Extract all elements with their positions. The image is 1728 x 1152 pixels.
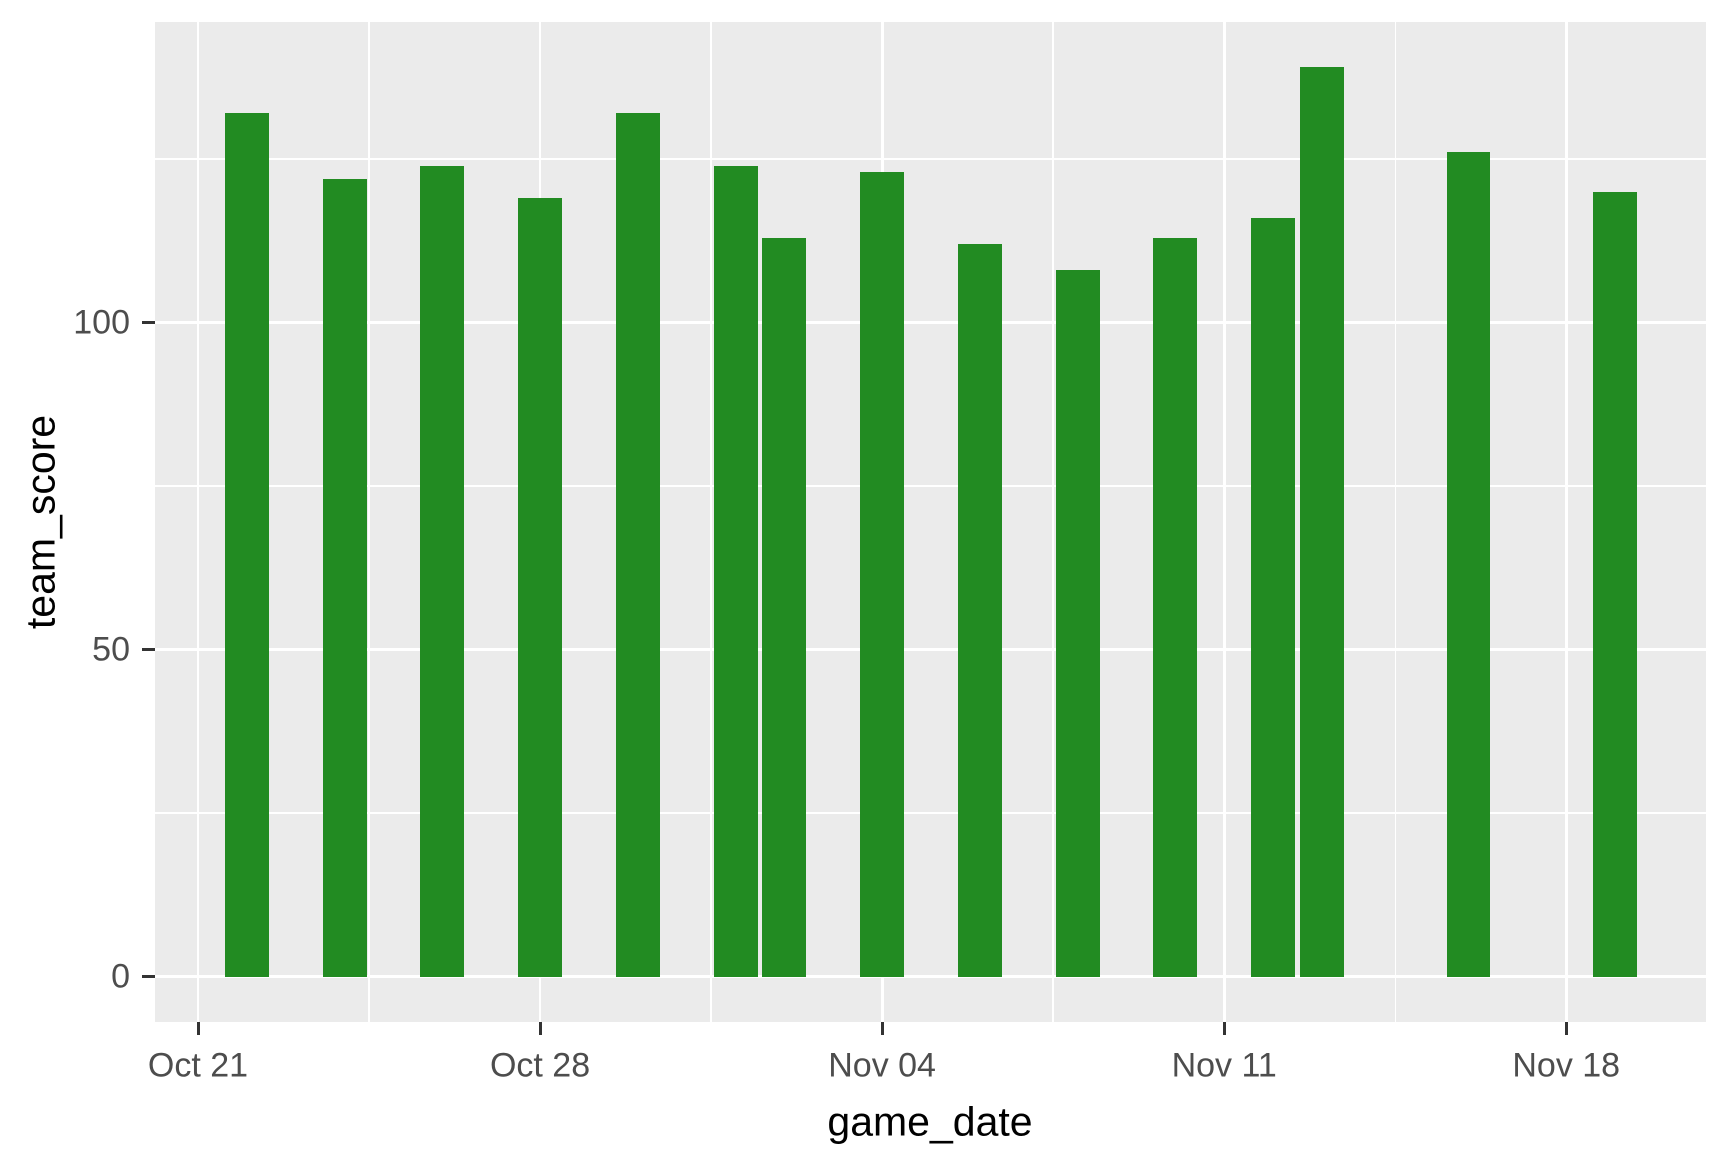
gridline-minor-horizontal (155, 812, 1706, 814)
x-tick-label: Oct 21 (147, 1046, 249, 1085)
gridline-minor-vertical (368, 22, 370, 1022)
bar (1593, 191, 1638, 977)
y-tick-mark (142, 321, 155, 325)
gridline-major-horizontal (155, 648, 1706, 651)
x-tick-label: Nov 11 (1171, 1046, 1277, 1085)
x-tick-label: Nov 18 (1512, 1046, 1621, 1085)
y-tick-mark (142, 975, 155, 979)
gridline-major-vertical (1564, 22, 1568, 1022)
gridline-major-vertical (1222, 22, 1226, 1022)
bar (420, 165, 465, 977)
gridline-minor-vertical (1052, 22, 1054, 1022)
plot-panel (155, 22, 1706, 1022)
bar (518, 198, 563, 977)
x-tick-mark (880, 1022, 884, 1035)
x-tick-mark (196, 1022, 200, 1035)
gridline-major-horizontal (155, 975, 1706, 978)
bar (1299, 67, 1344, 977)
gridline-major-horizontal (155, 321, 1706, 324)
bar (1153, 237, 1198, 977)
y-tick-label: 0 (111, 957, 130, 996)
bar (860, 172, 905, 977)
gridline-minor-horizontal (155, 485, 1706, 487)
x-tick-mark (1222, 1022, 1226, 1035)
y-tick-label: 100 (73, 303, 130, 342)
bar (762, 237, 807, 977)
y-axis-title: team_score (17, 414, 64, 630)
bar (615, 113, 660, 977)
y-tick-label: 50 (92, 630, 130, 669)
gridline-minor-vertical (1394, 22, 1396, 1022)
gridline-minor-horizontal (155, 158, 1706, 160)
bar (713, 165, 758, 977)
gridline-major-vertical (196, 22, 200, 1022)
bar (1446, 152, 1491, 977)
x-tick-label: Oct 28 (489, 1046, 591, 1085)
bar (1055, 270, 1100, 977)
bar (1251, 217, 1296, 977)
bar (957, 244, 1002, 977)
bar (322, 178, 367, 977)
x-axis-title: game_date (827, 1098, 1033, 1145)
bar (224, 113, 269, 977)
gridline-minor-vertical (710, 22, 712, 1022)
x-tick-label: Nov 04 (828, 1046, 936, 1085)
y-tick-mark (142, 648, 155, 652)
x-tick-mark (1564, 1022, 1568, 1035)
x-tick-mark (538, 1022, 542, 1035)
